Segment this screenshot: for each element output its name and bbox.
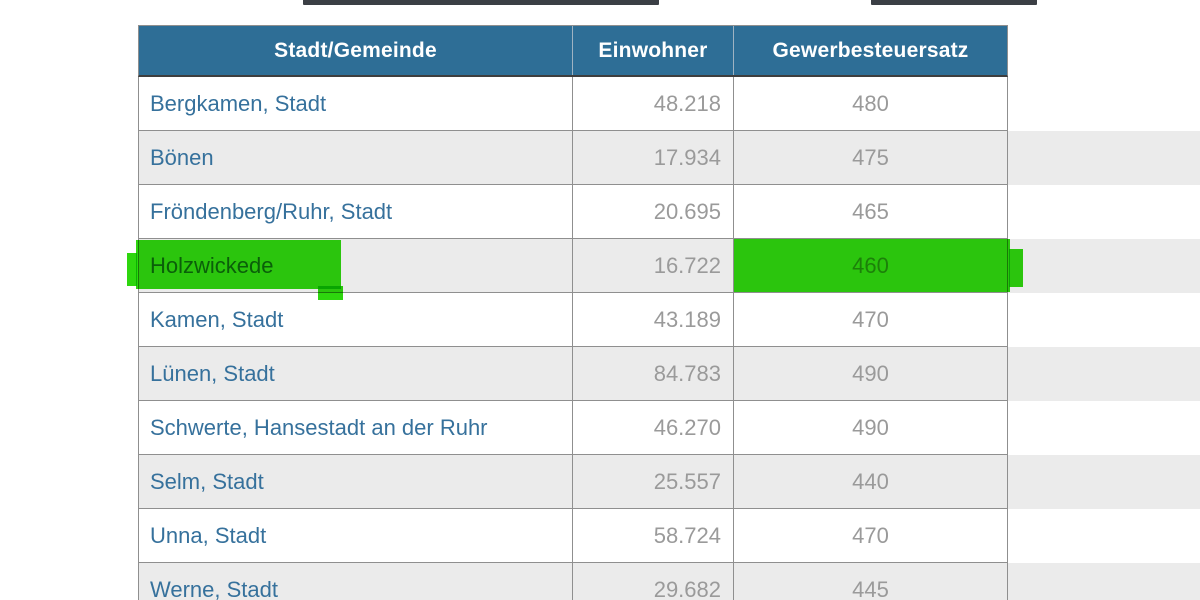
einwohner-value: 48.218 xyxy=(572,77,733,130)
header-gewerbesteuersatz: Gewerbesteuersatz xyxy=(733,26,1007,75)
gewerbesteuersatz-value: 480 xyxy=(733,77,1007,130)
einwohner-value: 84.783 xyxy=(572,347,733,400)
table-row: Bönen 17.934 475 xyxy=(138,131,1200,185)
einwohner-value: 20.695 xyxy=(572,185,733,238)
gewerbesteuersatz-value: 465 xyxy=(733,185,1007,238)
city-link[interactable]: Bergkamen, Stadt xyxy=(150,90,327,116)
gewerbesteuersatz-value: 470 xyxy=(733,509,1007,562)
gewerbesteuersatz-value: 470 xyxy=(733,293,1007,346)
city-link[interactable]: Werne, Stadt xyxy=(150,576,278,600)
einwohner-value: 58.724 xyxy=(572,509,733,562)
city-link[interactable]: Kamen, Stadt xyxy=(150,306,284,332)
city-link[interactable]: Unna, Stadt xyxy=(150,522,267,548)
einwohner-value: 29.682 xyxy=(572,563,733,600)
gewerbesteuersatz-value: 490 xyxy=(733,347,1007,400)
highlight-mark-city xyxy=(136,240,341,289)
einwohner-value: 17.934 xyxy=(572,131,733,184)
table-header-row: Stadt/Gemeinde Einwohner Gewerbesteuersa… xyxy=(138,25,1008,77)
city-link[interactable]: Schwerte, Hansestadt an der Ruhr xyxy=(150,414,488,440)
gewerbesteuersatz-value: 475 xyxy=(733,131,1007,184)
table-row: Unna, Stadt 58.724 470 xyxy=(138,509,1200,563)
gewerbesteuersatz-value: 440 xyxy=(733,455,1007,508)
table-row: Werne, Stadt 29.682 445 xyxy=(138,563,1200,600)
einwohner-value: 25.557 xyxy=(572,455,733,508)
gewerbesteuersatz-value: 445 xyxy=(733,563,1007,600)
highlight-mark-rate xyxy=(734,239,1010,292)
city-link[interactable]: Lünen, Stadt xyxy=(150,360,275,386)
einwohner-value: 16.722 xyxy=(572,239,733,292)
city-link[interactable]: Selm, Stadt xyxy=(150,468,264,494)
table-row: Kamen, Stadt 43.189 470 xyxy=(138,293,1200,347)
city-link[interactable]: Fröndenberg/Ruhr, Stadt xyxy=(150,198,393,224)
municipality-tax-table: Stadt/Gemeinde Einwohner Gewerbesteuersa… xyxy=(138,25,1200,600)
highlight-mark-rate-bump xyxy=(1009,249,1023,287)
highlight-mark-city-cap xyxy=(127,253,137,286)
cropped-content-bar-right xyxy=(871,0,1037,5)
highlight-mark-city-tab xyxy=(318,286,343,300)
table-row: Selm, Stadt 25.557 440 xyxy=(138,455,1200,509)
header-einwohner: Einwohner xyxy=(572,26,733,75)
einwohner-value: 43.189 xyxy=(572,293,733,346)
cropped-content-bar-left xyxy=(303,0,659,5)
table-row: Bergkamen, Stadt 48.218 480 xyxy=(138,77,1200,131)
city-link[interactable]: Bönen xyxy=(150,144,214,170)
einwohner-value: 46.270 xyxy=(572,401,733,454)
table-row: Fröndenberg/Ruhr, Stadt 20.695 465 xyxy=(138,185,1200,239)
table-row: Schwerte, Hansestadt an der Ruhr 46.270 … xyxy=(138,401,1200,455)
gewerbesteuersatz-value: 490 xyxy=(733,401,1007,454)
table-body: Bergkamen, Stadt 48.218 480 Bönen 17.934… xyxy=(138,77,1200,600)
header-stadt-gemeinde: Stadt/Gemeinde xyxy=(274,38,437,62)
table-row: Lünen, Stadt 84.783 490 xyxy=(138,347,1200,401)
